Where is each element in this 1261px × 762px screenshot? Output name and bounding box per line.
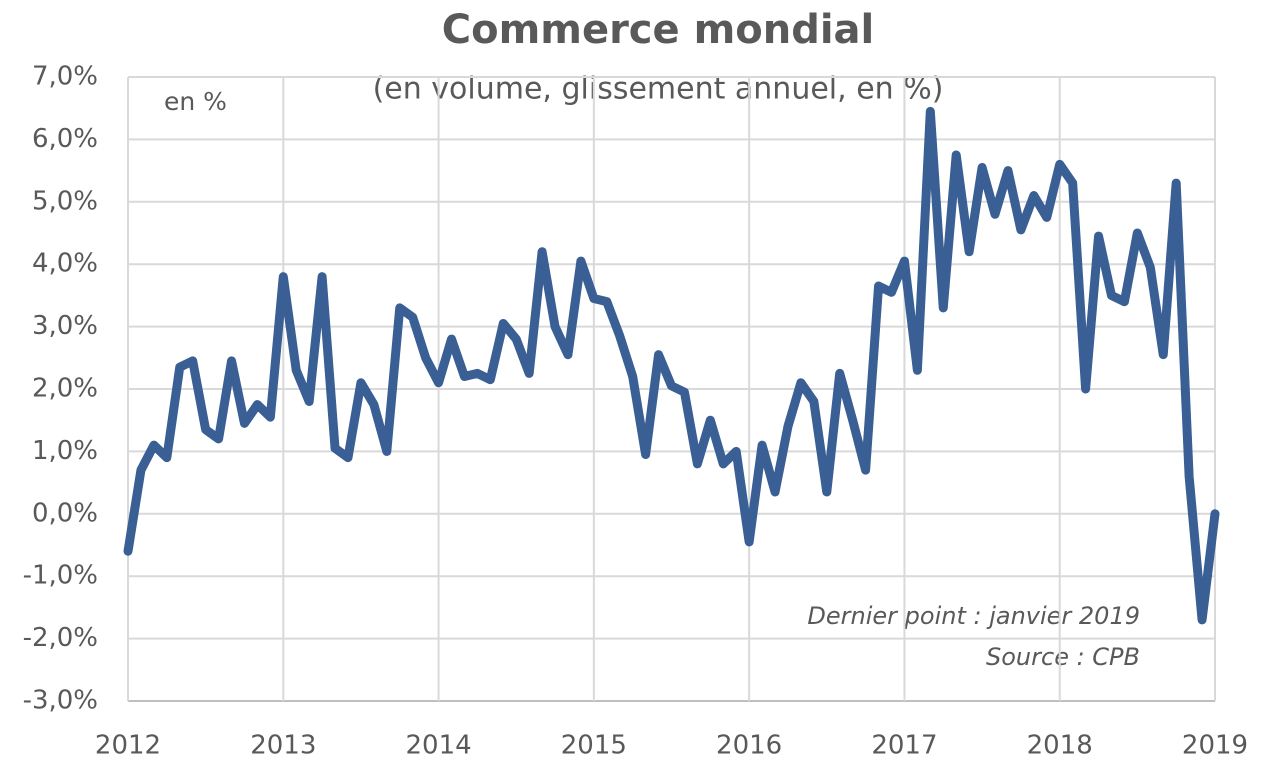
y-tick-label: 1,0%	[32, 436, 98, 466]
x-tick-label: 2018	[1027, 731, 1093, 761]
y-tick-label: -1,0%	[23, 561, 98, 591]
y-tick-label: -2,0%	[23, 623, 98, 653]
chart-title: Commerce mondial	[442, 7, 875, 53]
y-tick-label: 0,0%	[32, 498, 98, 528]
annotation: Dernier point : janvier 2019	[807, 602, 1140, 630]
y-tick-label: 7,0%	[32, 62, 98, 92]
y-unit-label: en %	[164, 87, 227, 116]
y-tick-label: 2,0%	[32, 374, 98, 404]
x-tick-label: 2016	[716, 731, 782, 761]
y-tick-label: -3,0%	[23, 686, 98, 716]
data-line	[123, 106, 1220, 625]
x-tick-label: 2013	[250, 731, 316, 761]
x-tick-label: 2012	[95, 731, 161, 761]
annotation: Source : CPB	[986, 643, 1140, 671]
x-tick-label: 2015	[561, 731, 627, 761]
y-tick-label: 4,0%	[32, 249, 98, 279]
y-tick-label: 6,0%	[32, 124, 98, 154]
y-tick-label: 5,0%	[32, 186, 98, 216]
x-tick-label: 2014	[405, 731, 471, 761]
x-tick-label: 2019	[1182, 731, 1248, 761]
y-tick-label: 3,0%	[32, 311, 98, 341]
x-tick-label: 2017	[871, 731, 937, 761]
